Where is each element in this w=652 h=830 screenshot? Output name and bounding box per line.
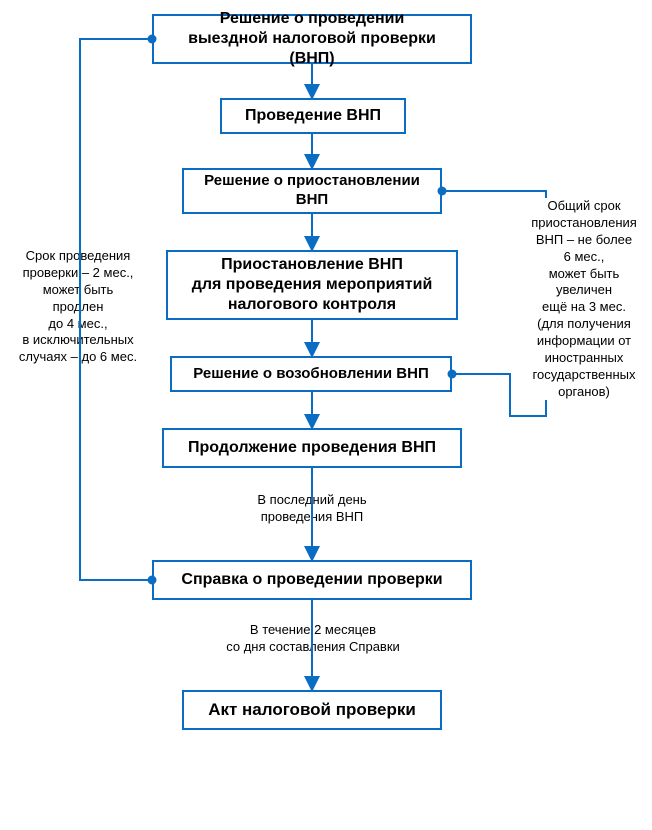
node-decision-start: Решение о проведениивыездной налоговой п… (152, 14, 472, 64)
annotation-mid1: В последний деньпроведения ВНП (212, 492, 412, 526)
node-certificate: Справка о проведении проверки (152, 560, 472, 600)
annotation-right: Общий срокприостановленияВНП – не более6… (520, 198, 648, 401)
node-continue: Продолжение проведения ВНП (162, 428, 462, 468)
node-suspend-decision: Решение о приостановленииВНП (182, 168, 442, 214)
node-resume-decision: Решение о возобновлении ВНП (170, 356, 452, 392)
annotation-mid2: В течение 2 месяцевсо дня составления Сп… (198, 622, 428, 656)
annotation-left: Срок проведенияпроверки – 2 мес.,может б… (8, 248, 148, 366)
node-suspension: Приостановление ВНПдля проведения меропр… (166, 250, 458, 320)
node-act: Акт налоговой проверки (182, 690, 442, 730)
node-conduct: Проведение ВНП (220, 98, 406, 134)
